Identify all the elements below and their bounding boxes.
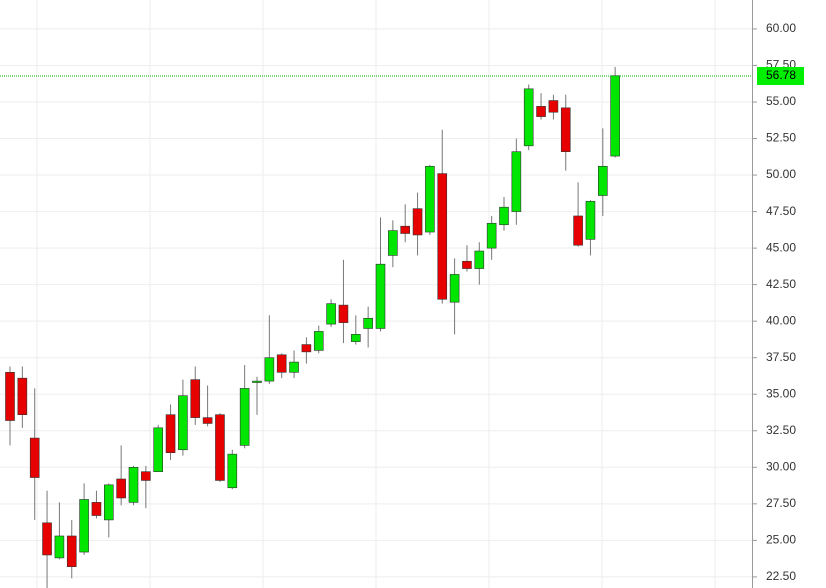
y-tick-label: 47.50 (766, 204, 796, 218)
candle-body (548, 100, 559, 113)
candle-body (202, 417, 213, 424)
candle-body (227, 453, 238, 489)
candle-body (165, 414, 176, 453)
candle-body (252, 380, 262, 383)
candle-body (437, 173, 448, 300)
candle-body (264, 357, 275, 382)
y-tick-label: 60.00 (766, 21, 796, 35)
y-tick-label: 27.50 (766, 496, 796, 510)
candle-body (276, 354, 287, 373)
candle-body (610, 75, 620, 157)
y-tick-label: 37.50 (766, 350, 796, 364)
last-price-label: 56.78 (766, 68, 796, 82)
candle-body (17, 377, 28, 415)
candle-body (301, 344, 312, 353)
candle-body (350, 334, 361, 342)
candle-body (91, 502, 102, 516)
y-tick-label: 40.00 (766, 313, 796, 327)
last-price-tag (757, 66, 804, 85)
candle-body (523, 88, 534, 147)
candle-body (141, 471, 151, 481)
y-tick-label: 50.00 (766, 167, 796, 181)
candle-body (289, 361, 299, 373)
candle-body (388, 230, 398, 256)
candle-body (375, 263, 386, 329)
y-tick-label: 35.00 (766, 386, 796, 400)
y-tick-label: 45.00 (766, 240, 796, 254)
candle-body (400, 225, 411, 234)
candle-body (326, 303, 336, 325)
candle-body (462, 260, 472, 269)
candle-body (412, 208, 423, 236)
candle-body (104, 484, 114, 521)
candle-body (29, 437, 40, 478)
candle-body (239, 388, 250, 446)
y-tick-label: 30.00 (766, 459, 796, 473)
candle-body (474, 250, 485, 269)
y-tick-label: 22.50 (766, 569, 796, 583)
candle-body (66, 535, 77, 567)
candle-body (363, 317, 373, 329)
candle-body (338, 304, 349, 323)
y-tick-label: 32.50 (766, 423, 796, 437)
y-tick-label: 52.50 (766, 131, 796, 145)
candle-body (215, 414, 225, 481)
candle-body (116, 478, 126, 499)
candle-body (54, 535, 65, 559)
candle-body (313, 331, 324, 351)
y-tick-label: 25.00 (766, 533, 796, 547)
candle-body (449, 274, 460, 303)
candle-body (511, 151, 522, 212)
candle-body (536, 106, 546, 117)
candle-body (178, 395, 188, 451)
candle-body (499, 206, 509, 226)
v-grid (36, 0, 716, 588)
candle-body (597, 165, 608, 196)
candle-body (585, 201, 596, 240)
y-tick-label: 55.00 (766, 94, 796, 108)
candle-body (5, 372, 15, 421)
y-tick-label: 42.50 (766, 277, 796, 291)
candle-body (560, 107, 571, 152)
candle-body (153, 427, 163, 472)
candle-body (42, 522, 52, 556)
candle-body (128, 467, 139, 503)
candle-body (486, 222, 497, 249)
candle-body (425, 165, 435, 233)
candle-body (573, 215, 583, 246)
candle-body (79, 499, 89, 553)
candle-body (190, 379, 201, 418)
